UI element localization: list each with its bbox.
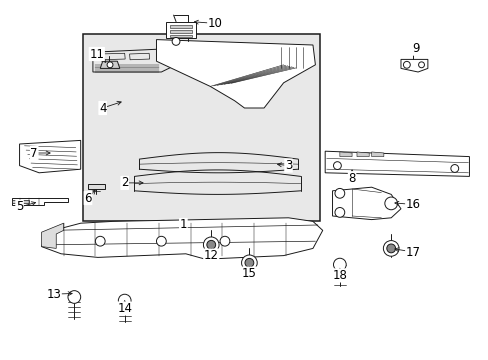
Circle shape [107,62,113,68]
Polygon shape [332,187,400,220]
Polygon shape [356,152,368,157]
Polygon shape [100,61,120,68]
Circle shape [244,258,253,267]
Polygon shape [170,25,192,28]
Text: 4: 4 [99,102,106,114]
Polygon shape [12,200,29,203]
Text: 9: 9 [411,42,419,55]
Circle shape [118,294,131,307]
Circle shape [384,197,397,210]
Circle shape [220,236,229,246]
Circle shape [403,61,409,68]
Text: 16: 16 [405,198,420,211]
Circle shape [95,236,105,246]
Circle shape [333,258,346,271]
Text: 1: 1 [179,219,187,231]
Polygon shape [88,184,105,189]
Circle shape [68,291,81,303]
Circle shape [418,62,424,68]
Polygon shape [170,35,192,37]
Text: 10: 10 [207,17,222,30]
Text: 11: 11 [89,48,104,60]
Text: 15: 15 [242,267,256,280]
Text: 12: 12 [203,249,218,262]
Circle shape [386,244,395,253]
Polygon shape [41,218,322,259]
Circle shape [241,255,257,271]
Polygon shape [41,223,63,248]
Circle shape [203,237,219,253]
Text: 6: 6 [84,192,92,204]
Circle shape [334,188,344,198]
Bar [83,34,320,221]
Polygon shape [156,40,315,108]
Text: 14: 14 [117,302,132,315]
Text: 17: 17 [405,246,420,258]
Text: 3: 3 [284,159,292,172]
Text: 2: 2 [121,176,128,189]
Polygon shape [166,22,195,38]
Text: 5: 5 [16,201,23,213]
Polygon shape [339,152,351,157]
Circle shape [156,236,166,246]
Polygon shape [371,152,383,157]
Polygon shape [325,151,468,176]
Text: 7: 7 [30,147,38,159]
Polygon shape [400,59,427,72]
Polygon shape [20,140,81,173]
Circle shape [206,240,215,249]
Polygon shape [170,30,192,33]
Circle shape [333,162,341,170]
Circle shape [383,240,398,256]
Circle shape [172,37,180,45]
Circle shape [450,165,458,172]
Circle shape [334,207,344,217]
Text: 8: 8 [347,172,355,185]
Text: 13: 13 [46,288,61,301]
Text: 18: 18 [332,269,346,282]
